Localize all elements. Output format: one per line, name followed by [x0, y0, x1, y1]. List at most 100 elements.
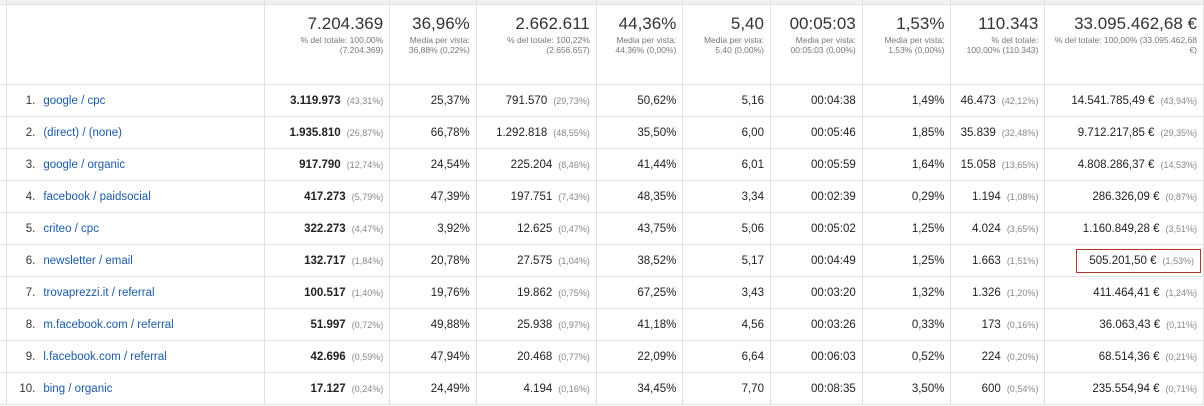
revenue-cell: 9.712.217,85 € (29,35%): [1044, 116, 1204, 149]
row-checkbox[interactable]: [0, 116, 8, 149]
sessions-percent: (0,97%): [558, 319, 590, 330]
total-subtext: Media per vista: 1,53% (0,00%): [884, 35, 945, 55]
dimension-cell: 10. bing / organic: [6, 372, 266, 405]
row-index: 2.: [25, 126, 36, 139]
row-checkbox[interactable]: [0, 84, 8, 117]
table-row: 2. (direct) / (none) 1.935.810 (26,87%) 66…: [0, 116, 1204, 149]
source-medium-link[interactable]: bing / organic: [43, 382, 113, 395]
pages-cell: 3,43: [682, 276, 771, 309]
total-value: 00:05:03: [789, 14, 856, 33]
duration-cell: 00:05:02: [769, 212, 863, 245]
source-medium-link[interactable]: (direct) / (none): [43, 126, 122, 139]
revenue-wrap: 411.464,41 € (1,24%): [1093, 287, 1197, 299]
sessions-cell: 791.570 (29,73%): [475, 84, 597, 117]
transactions-cell: 224 (0,20%): [950, 340, 1046, 373]
rate-cell: 0,29%: [861, 180, 952, 213]
users-cell: 51.997 (0,72%): [264, 308, 391, 341]
sessions-cell: 20.468 (0,77%): [475, 340, 597, 373]
transactions-value: 46.473: [960, 94, 996, 107]
row-checkbox[interactable]: [0, 180, 8, 213]
source-medium-link[interactable]: newsletter / email: [43, 254, 133, 267]
total-subtext: % del totale: 100,00% (110.343): [966, 35, 1039, 55]
transactions-cell: 15.058 (13,65%): [950, 148, 1046, 181]
users-percent: (4,47%): [351, 223, 384, 234]
row-checkbox[interactable]: [0, 244, 8, 277]
transactions-cell: 173 (0,16%): [950, 308, 1046, 341]
dimension-cell: 6. newsletter / email: [6, 244, 266, 277]
transactions-percent: (3,65%): [1006, 223, 1039, 234]
total-cell: 2.662.611 % del totale: 100,22% (2.656.65…: [475, 4, 597, 85]
pages-cell: 6,64: [682, 340, 771, 373]
rate-cell: 1,85%: [861, 116, 952, 149]
row-checkbox[interactable]: [0, 372, 8, 405]
total-cell: 5,40 Media per vista: 5,40 (0,00%): [682, 4, 771, 85]
revenue-value: 1.160.849,28 €: [1082, 222, 1160, 235]
transactions-percent: (0,54%): [1006, 383, 1039, 394]
dimension-cell: 8. m.facebook.com / referral: [6, 308, 266, 341]
duration-cell: 00:02:39: [769, 180, 863, 213]
source-medium-link[interactable]: google / cpc: [43, 94, 106, 107]
row-checkbox[interactable]: [0, 148, 8, 181]
revenue-value: 505.201,50 €: [1089, 254, 1157, 267]
users-cell: 417.273 (5,79%): [264, 180, 391, 213]
bounce-cell: 24,54%: [389, 148, 477, 181]
table-row: 4. facebook / paidsocial 417.273 (5,79%) 4…: [0, 180, 1204, 213]
revenue-wrap: 235.554,94 € (0,71%): [1092, 383, 1197, 395]
transactions-cell: 1.326 (1,20%): [950, 276, 1046, 309]
total-subtext: Media per vista: 00:05:03 (0,00%): [790, 35, 856, 55]
transactions-percent: (0,16%): [1006, 319, 1039, 330]
row-checkbox[interactable]: [0, 276, 8, 309]
revenue-percent: (14,53%): [1160, 159, 1197, 170]
transactions-percent: (1,20%): [1006, 287, 1039, 298]
revenue-value: 68.514,36 €: [1098, 350, 1160, 363]
row-checkbox[interactable]: [0, 308, 8, 341]
source-medium-link[interactable]: trovaprezzi.it / referral: [43, 286, 155, 299]
users-percent: (0,72%): [351, 319, 384, 330]
transactions-percent: (0,20%): [1006, 351, 1039, 362]
users-cell: 917.790 (12,74%): [264, 148, 391, 181]
row-index: 9.: [25, 350, 36, 363]
users-value: 51.997: [310, 318, 346, 331]
total-value: 1,53%: [896, 14, 945, 33]
sessions-percent: (0,47%): [558, 223, 590, 234]
pages-cell: 3,34: [682, 180, 771, 213]
dimension-cell: 7. trovaprezzi.it / referral: [6, 276, 266, 309]
dimension-cell: 5. criteo / cpc: [6, 212, 266, 245]
dimension-cell: 4. facebook / paidsocial: [6, 180, 266, 213]
total-cell: 7.204.369 % del totale: 100,00% (7.204.36…: [264, 4, 391, 85]
transactions-percent: (1,51%): [1006, 255, 1039, 266]
transactions-value: 4.024: [972, 222, 1001, 235]
source-medium-link[interactable]: google / organic: [43, 158, 126, 171]
conv-cell: 41,44%: [595, 148, 684, 181]
transactions-value: 173: [981, 318, 1001, 331]
users-percent: (1,40%): [351, 287, 384, 298]
transactions-value: 1.326: [972, 286, 1001, 299]
total-value: 33.095.462,68 €: [1074, 14, 1197, 33]
bounce-cell: 25,37%: [389, 84, 477, 117]
revenue-cell: 14.541.785,49 € (43,94%): [1044, 84, 1204, 117]
row-checkbox[interactable]: [0, 212, 8, 245]
users-cell: 100.517 (1,40%): [264, 276, 391, 309]
sessions-percent: (8,46%): [558, 159, 590, 170]
row-index: 5.: [25, 222, 36, 235]
conv-cell: 22,09%: [595, 340, 684, 373]
totals-label-cell: [6, 4, 266, 85]
revenue-cell: 1.160.849,28 € (3,51%): [1044, 212, 1204, 245]
users-cell: 17.127 (0,24%): [264, 372, 391, 405]
source-medium-link[interactable]: m.facebook.com / referral: [43, 318, 174, 331]
sessions-percent: (0,75%): [558, 287, 590, 298]
table-row: 7. trovaprezzi.it / referral 100.517 (1,40…: [0, 276, 1204, 309]
source-medium-link[interactable]: l.facebook.com / referral: [43, 350, 167, 363]
sessions-cell: 25.938 (0,97%): [475, 308, 597, 341]
revenue-wrap: 286.326,09 € (0,87%): [1092, 191, 1197, 203]
total-subtext: Media per vista: 44,36% (0,00%): [615, 35, 677, 55]
users-percent: (43,31%): [346, 95, 384, 106]
source-medium-link[interactable]: criteo / cpc: [43, 222, 99, 235]
row-checkbox[interactable]: [0, 340, 8, 373]
revenue-wrap: 14.541.785,49 € (43,94%): [1071, 95, 1197, 107]
source-medium-link[interactable]: facebook / paidsocial: [43, 190, 151, 203]
transactions-value: 15.058: [960, 158, 996, 171]
revenue-percent: (0,21%): [1165, 351, 1197, 362]
dimension-cell: 9. l.facebook.com / referral: [6, 340, 266, 373]
revenue-cell: 505.201,50 € (1,53%): [1044, 244, 1204, 277]
